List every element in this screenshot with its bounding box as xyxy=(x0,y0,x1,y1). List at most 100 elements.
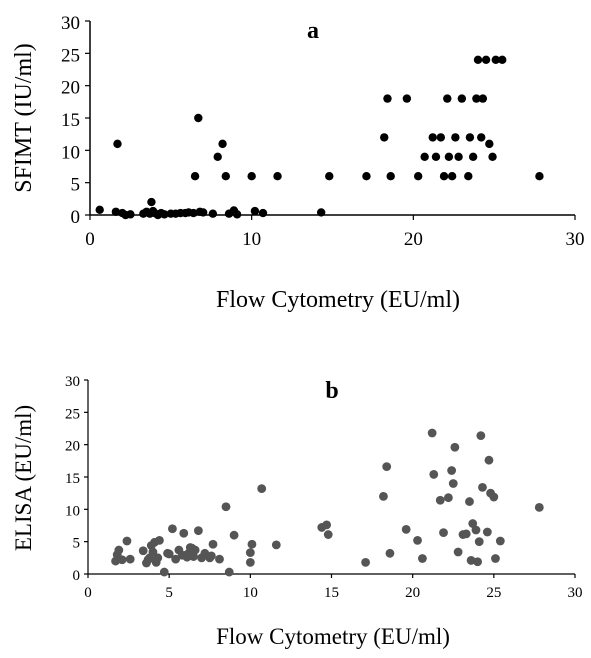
panel-b-data-point xyxy=(271,540,281,550)
panel-b-data-point xyxy=(401,524,411,534)
panel-a-data-point xyxy=(491,55,500,64)
panel-b-data-point xyxy=(224,567,234,577)
panel-a-x-tick-label: 20 xyxy=(404,229,423,250)
panel-b-data-point xyxy=(155,535,164,545)
panel-b-x-tick-label: 15 xyxy=(324,585,339,601)
panel-a-x-tick-label: 10 xyxy=(242,229,261,250)
panel-b-data-point xyxy=(476,431,486,441)
panel-b-data-point xyxy=(323,530,333,539)
panel-b-y-tick-label: 5 xyxy=(73,536,81,552)
panel-b-y-tick-label: 15 xyxy=(65,471,80,487)
panel-a-data-point xyxy=(198,208,208,217)
panel-a-data-point xyxy=(472,94,481,103)
panel-a-data-point xyxy=(247,172,256,181)
panel-a-data-point xyxy=(465,133,475,142)
panel-a-data-point xyxy=(535,172,544,181)
panel-a-data-point xyxy=(468,152,478,161)
panel-a-data-point xyxy=(420,152,429,161)
panel-a-data-point xyxy=(258,208,268,218)
panel-b-x-axis-label: Flow Cytometry (EU/ml) xyxy=(216,624,450,649)
panel-a-title: a xyxy=(307,18,319,44)
panel-b-data-point xyxy=(179,528,189,538)
panel-b-data-point xyxy=(221,502,231,512)
panel-a-data-point xyxy=(194,113,203,123)
panel-a-data-point xyxy=(383,94,392,103)
panel-b-y-tick-label: 25 xyxy=(65,406,80,422)
panel-a-data-point xyxy=(477,133,486,142)
panel-a-data-point xyxy=(473,55,483,64)
panel-b-title: b xyxy=(325,378,338,404)
panel-a-data-point xyxy=(213,152,222,161)
panel-b-x-tick-label: 5 xyxy=(165,585,173,601)
panel-a-x-tick-label: 30 xyxy=(566,229,585,250)
panel-b-data-point xyxy=(229,530,239,540)
panel-b-data-point xyxy=(245,557,255,567)
panel-b-x-tick-label: 20 xyxy=(405,585,420,601)
panel-a-data-point xyxy=(218,139,227,149)
panel-a-data-point xyxy=(325,172,334,181)
panel-b-data-point xyxy=(473,557,482,567)
panel-a-y-tick-label: 30 xyxy=(61,13,80,34)
panel-a-data-point xyxy=(111,207,121,216)
panel-b-x-tick-label: 0 xyxy=(84,585,92,601)
panel-a-data-point xyxy=(250,206,260,216)
panel-a-data-point xyxy=(113,139,122,149)
panel-b-x-tick-label: 30 xyxy=(568,585,583,601)
panel-a-data-point xyxy=(478,94,488,103)
panel-b-y-tick-label: 20 xyxy=(65,439,80,455)
panel-b-x-tick-label: 10 xyxy=(243,585,258,601)
panel-b-data-point xyxy=(148,547,158,557)
panel-b: 0 5 10 15 20 25 30 0 5 10 15 20 25 30 b Flow Cytometr… xyxy=(11,374,583,649)
panel-b-data-point xyxy=(168,524,177,534)
panel-a-data-point xyxy=(464,172,473,181)
panel-b-data-point xyxy=(122,536,132,546)
panel-a-data-point xyxy=(208,209,218,218)
panel-b-data-point xyxy=(429,470,439,479)
panel-a-data-point xyxy=(431,152,441,161)
panel-b-data-point xyxy=(448,479,458,488)
panel-b-data-point xyxy=(206,551,216,561)
panel-a-data-point xyxy=(402,94,412,103)
panel-b-data-point xyxy=(413,535,422,545)
panel-b-data-point xyxy=(450,442,460,452)
panel-b-data-point xyxy=(257,484,267,494)
panel-b-data-point xyxy=(474,537,484,547)
panel-b-data-point xyxy=(159,567,169,577)
panel-a-data-point xyxy=(95,205,104,215)
panel-b-data-point xyxy=(491,554,500,563)
panel-a-x-tick-label: 0 xyxy=(85,229,95,250)
panel-a-data-point xyxy=(443,94,452,103)
panel-a-data-point xyxy=(126,210,135,219)
panel-a-y-tick-label: 15 xyxy=(61,110,80,131)
panel-b-data-point xyxy=(247,539,257,549)
panel-a-data-point xyxy=(447,172,457,181)
panel-b-data-point xyxy=(215,554,224,564)
panel-b-data-point xyxy=(439,528,448,538)
panel-b-data-point xyxy=(171,554,181,564)
panel-b-y-tick-label: 30 xyxy=(65,374,80,390)
panel-a-data-point xyxy=(380,133,389,142)
panel-b-data-point xyxy=(482,527,492,537)
panel-b-data-point xyxy=(245,548,255,558)
panel-b-data-point xyxy=(138,546,148,556)
panel-b-data-point xyxy=(453,547,463,557)
panel-b-data-point xyxy=(418,554,427,563)
panel-b-data-point xyxy=(208,539,218,549)
panel-b-data-point xyxy=(322,520,332,530)
panel-b-data-point xyxy=(447,466,457,475)
panel-b-data-point xyxy=(153,553,163,563)
panel-a-y-tick-label: 10 xyxy=(61,142,80,163)
panel-a-data-point xyxy=(498,55,507,64)
panel-b-y-axis-label: ELISA (EU/ml) xyxy=(11,405,36,551)
panel-b-x-tick-label: 25 xyxy=(486,585,501,601)
panel-b-data-point xyxy=(478,482,487,492)
panel-a-data-point xyxy=(413,172,423,181)
panel-b-data-point xyxy=(193,526,203,536)
panel-b-data-point xyxy=(534,502,544,512)
panel-a-data-point xyxy=(221,172,230,181)
panel-a-data-point xyxy=(316,208,326,217)
panel-a-y-tick-label: 0 xyxy=(71,207,81,228)
panel-a-y-tick-label: 20 xyxy=(61,78,80,99)
panel-a-x-axis-label: Flow Cytometry (EU/ml) xyxy=(216,287,460,313)
panel-a-data-point xyxy=(189,208,198,218)
